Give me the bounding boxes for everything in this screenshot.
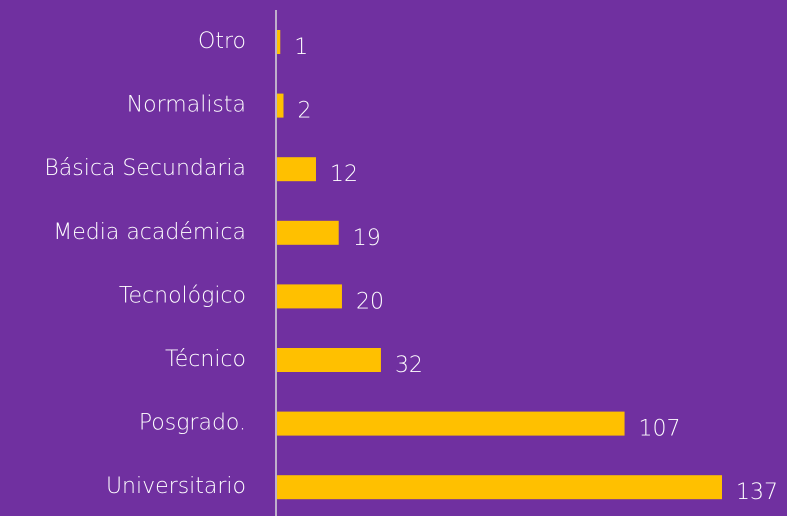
bar [277, 411, 625, 436]
bar [277, 93, 284, 118]
data-label: 107 [639, 417, 681, 442]
category-label: Básica Secundaria [44, 156, 246, 181]
bar [277, 30, 281, 54]
data-label: 32 [395, 353, 423, 378]
data-label: 2 [297, 99, 311, 124]
category-label: Normalista [127, 93, 246, 118]
data-label: 19 [353, 226, 381, 251]
bar [277, 220, 339, 245]
category-label: Media académica [53, 220, 246, 245]
bar [277, 348, 381, 372]
data-label: 137 [736, 480, 778, 505]
data-label: 20 [356, 289, 384, 314]
category-label: Universitario [106, 474, 246, 499]
bar [277, 157, 316, 182]
category-label: Tecnológico [119, 283, 246, 308]
bar [277, 475, 722, 500]
category-label: Posgrado. [139, 411, 246, 436]
category-label: Técnico [165, 347, 246, 372]
category-label: Otro [198, 29, 246, 54]
data-label: 1 [294, 35, 308, 60]
data-label: 12 [330, 162, 358, 187]
bar [277, 284, 342, 309]
